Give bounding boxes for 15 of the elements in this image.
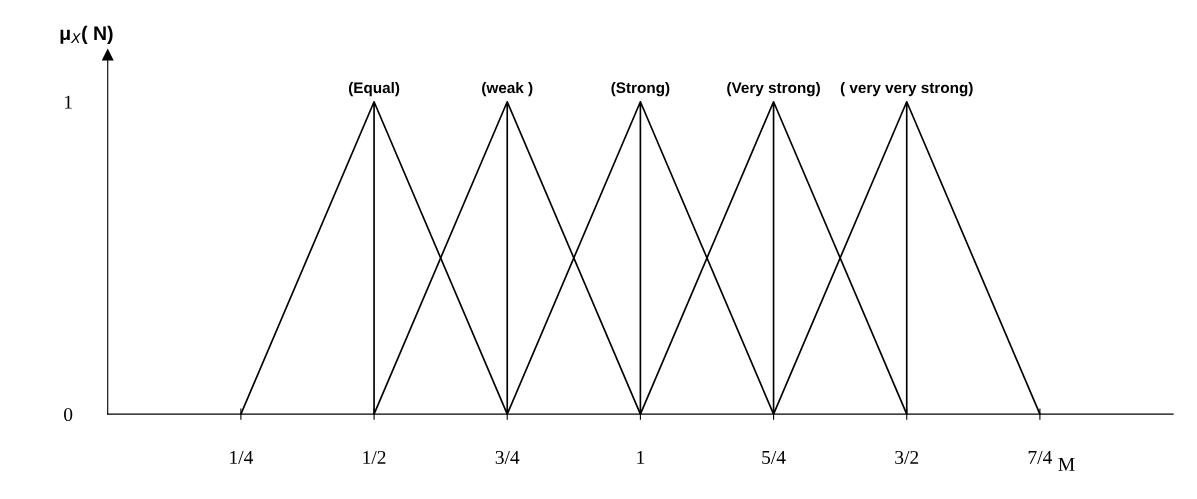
series-label: (Strong) [611,81,670,97]
x-tick-label: 1 [637,450,645,464]
x-tick-label: 3/4 [495,450,520,464]
y-tick-label: 0 [64,407,73,422]
series-label: ( very very strong) [840,81,973,97]
x-tick-label: 1/2 [363,450,386,464]
x-tick-label: 5/4 [762,450,786,464]
y-axis-title: μ$_{X}$( N) [60,25,113,44]
series-label: (weak ) [482,81,533,97]
x-axis-title: M [1058,458,1075,471]
series-label: (Very strong) [727,81,820,97]
x-tick-label: 3/2 [895,450,919,464]
x-tick-label: 7/4 [1028,450,1053,464]
x-tick-label: 1/4 [230,450,254,464]
series-label: (Equal) [348,81,400,97]
